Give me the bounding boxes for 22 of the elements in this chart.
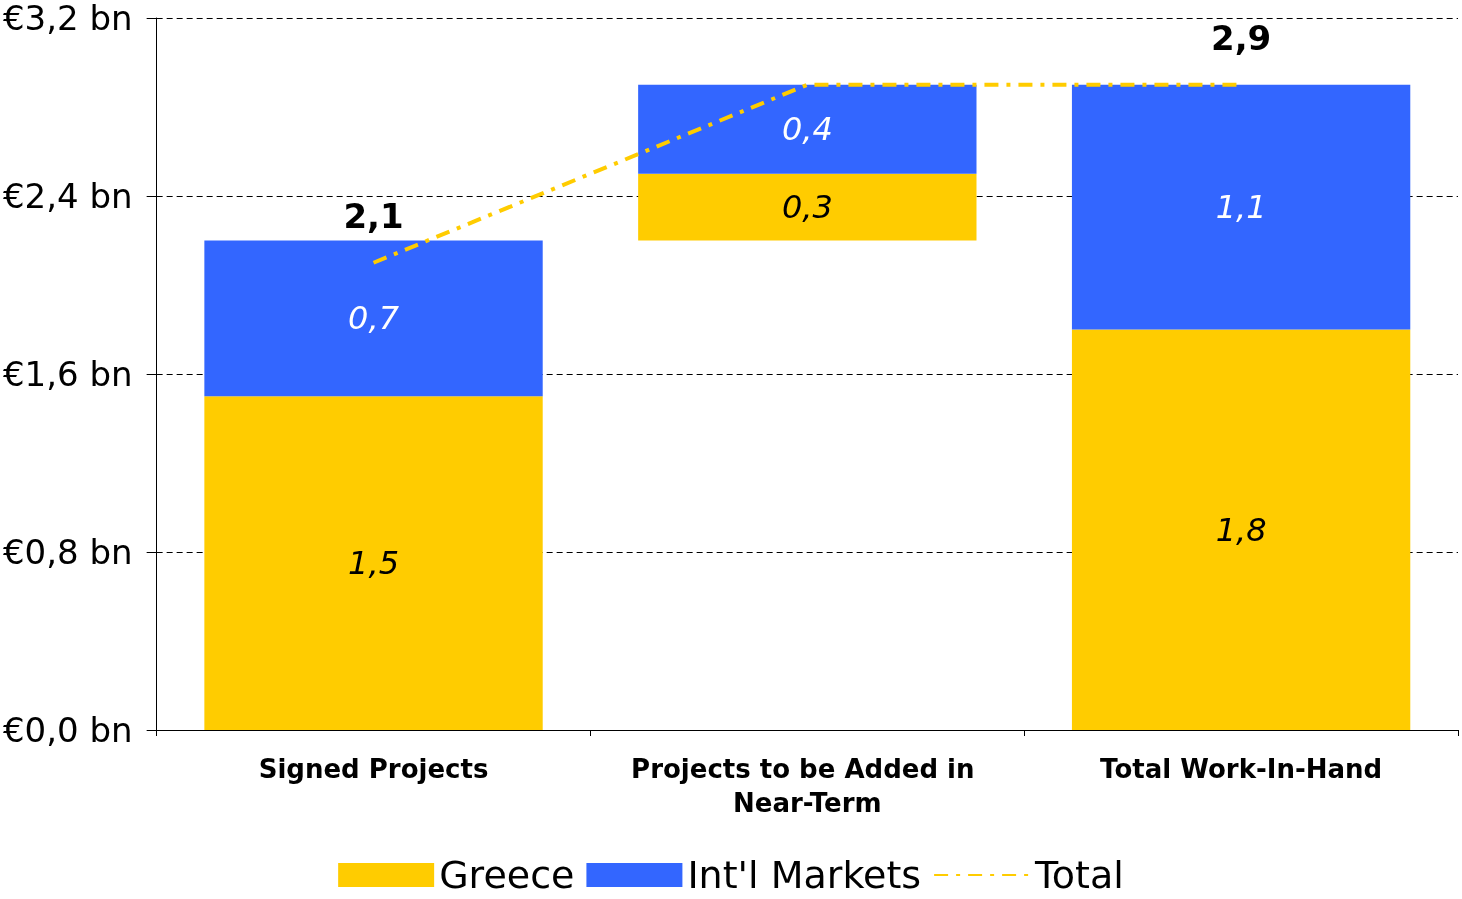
bar <box>1071 329 1411 730</box>
data-label: 0,3 <box>781 188 833 227</box>
data-label: 0,7 <box>348 299 400 338</box>
y-tick-label: €2,4 bn <box>2 176 133 216</box>
data-label: 1,1 <box>1215 188 1267 227</box>
bar <box>638 173 977 241</box>
legend-label: Total <box>1034 853 1124 897</box>
data-label: 1,8 <box>1215 510 1267 549</box>
legend-label: Greece <box>439 853 575 897</box>
y-tick-label: €3,2 bn <box>2 0 133 38</box>
data-label: 1,5 <box>348 544 399 583</box>
data-label: 2,9 <box>1210 17 1272 58</box>
y-tick-label: €0,0 bn <box>2 710 133 750</box>
x-tick-label: Signed Projects <box>258 754 489 784</box>
data-label: 2,1 <box>343 195 404 236</box>
x-tick-label: Total Work-In-Hand <box>1100 754 1383 784</box>
data-label: 0,4 <box>781 110 833 149</box>
bar <box>204 396 543 730</box>
y-tick-label: €1,6 bn <box>2 354 133 394</box>
legend-label: Int'l Markets <box>687 853 922 897</box>
y-tick-label: €0,8 bn <box>2 532 133 572</box>
x-tick-label: Projects to be Added in Near-Term <box>631 754 984 818</box>
